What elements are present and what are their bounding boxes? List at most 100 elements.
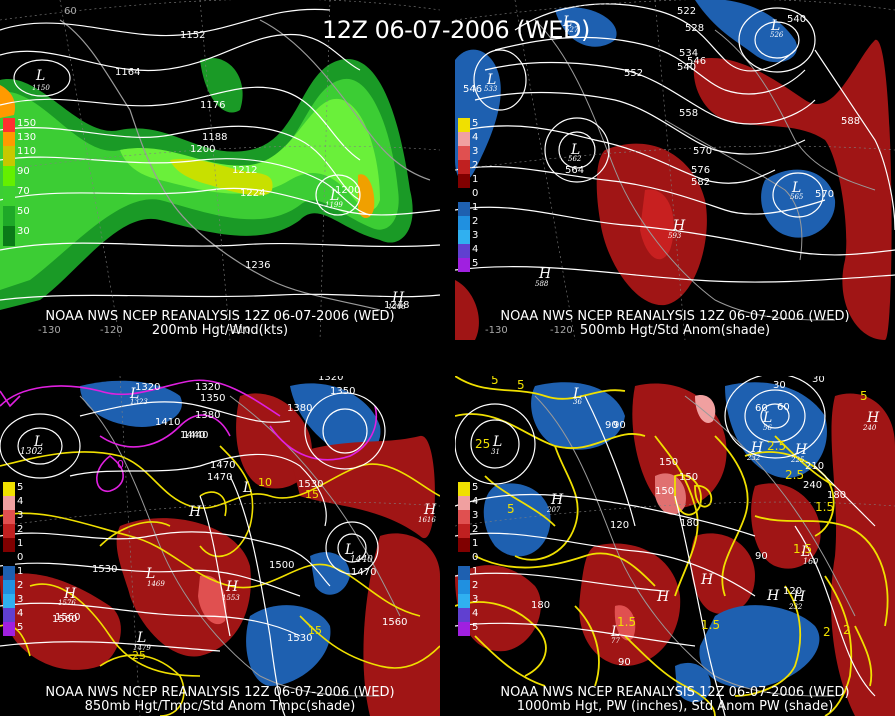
legend-swatch: 90 — [3, 166, 30, 186]
contour-label: 528 — [685, 23, 704, 34]
contour-label: 1236 — [245, 260, 270, 271]
high-value: 588 — [535, 280, 549, 288]
contour-label: 180 — [827, 490, 846, 501]
contour-label: 1380 — [195, 410, 220, 421]
low-marker: L — [562, 14, 572, 30]
pw-label: 5 — [517, 378, 525, 392]
legend-swatch: 150 — [3, 118, 36, 132]
panel-caption-source: NOAA NWS NCEP REANALYSIS 12Z 06-07-2006 … — [500, 685, 850, 700]
pw-label: 1.5 — [793, 542, 812, 556]
low-marker: L — [35, 68, 45, 84]
contour-label: 552 — [624, 68, 643, 79]
pw-label: 2.5 — [785, 468, 804, 482]
contour-label: 1350 — [330, 386, 355, 397]
low-value: 533 — [484, 85, 498, 93]
panel-caption-source: NOAA NWS NCEP REANALYSIS 12Z 06-07-2006 … — [45, 309, 395, 324]
low-marker: L — [610, 624, 620, 640]
high-value: 1248 — [388, 303, 406, 311]
high-marker: H — [63, 586, 77, 602]
low-value: 1469 — [147, 580, 165, 588]
contour-label: 90 — [605, 420, 618, 431]
contour-label: 1200 — [190, 144, 215, 155]
low-marker: L — [486, 72, 496, 88]
contour-label: 1320 — [318, 376, 343, 383]
contour-label: 522 — [677, 6, 696, 17]
contour-label: 180 — [531, 600, 550, 611]
panel-caption-source: NOAA NWS NCEP REANALYSIS 12Z 06-07-2006 … — [45, 685, 395, 700]
high-marker: H — [538, 266, 552, 282]
high-marker: H — [656, 589, 670, 605]
panel-caption-source: NOAA NWS NCEP REANALYSIS 12Z 06-07-2006 … — [500, 309, 850, 324]
temp-label: 10 — [258, 476, 272, 489]
low-value: 1440 — [350, 555, 373, 565]
contour-label: 1152 — [180, 30, 205, 41]
panel-caption-field: 850mb Hgt/Tmpc/Std Anom Tmpc(shade) — [84, 699, 356, 714]
map-200mb: 1152 1164 1176 1188 1200 1212 1224 1236 … — [0, 0, 440, 340]
high-value: 225 — [790, 456, 805, 464]
low-marker: L — [770, 18, 780, 34]
contour-label: 1248 — [384, 300, 409, 311]
low-marker: L — [129, 386, 139, 402]
low-value: 160 — [803, 557, 818, 566]
contour-label: 1500 — [269, 560, 294, 571]
high-marker: H — [672, 218, 686, 234]
contour-label: 30 — [773, 380, 786, 391]
contour-label: 1212 — [232, 165, 257, 176]
contour-label: 570 — [815, 189, 834, 200]
low-marker: L — [800, 544, 810, 560]
contour-label: 558 — [679, 108, 698, 119]
low-value: 56 — [763, 424, 772, 432]
high-marker: H — [188, 504, 202, 520]
high-marker: H — [700, 572, 714, 588]
low-value: 1479 — [133, 644, 151, 652]
contour-label: 546 — [463, 84, 482, 95]
contour-label: 1188 — [202, 132, 227, 143]
lat-label: 60 — [64, 6, 77, 17]
legend-1000mb: 5 4 3 2 1 0 1 2 3 4 5 — [458, 482, 478, 636]
lon-label: -130 — [485, 325, 508, 336]
contour-label: 60 — [755, 403, 768, 414]
contour-label: 210 — [805, 461, 824, 472]
low-value: 31 — [491, 448, 500, 456]
low-marker: L — [570, 142, 580, 158]
temp-label: 0 — [117, 458, 124, 471]
legend-swatch: 70 — [3, 186, 30, 206]
contour-label: 1440 — [180, 430, 205, 441]
high-value: 593 — [668, 232, 682, 240]
contour-label: 570 — [693, 146, 712, 157]
high-marker: H — [794, 442, 808, 458]
high-marker: H — [391, 290, 405, 306]
low-value: 565 — [790, 193, 804, 201]
contour-label: 30 — [812, 376, 825, 385]
map-1000mb: 90 60 30 120 150 180 210 240 150 180 120… — [455, 376, 895, 716]
panel-500mb: 522 528 534 540 546 552 558 564 570 576 … — [455, 0, 895, 340]
panel-caption-field: 200mb Hgt/Wnd(kts) — [151, 323, 289, 338]
contour-label: 150 — [659, 457, 678, 468]
low-marker: L — [136, 630, 146, 646]
contour-label: 1320 — [195, 382, 220, 393]
high-marker: H — [766, 588, 780, 604]
high-marker: H — [423, 502, 437, 518]
high-marker: H — [225, 579, 239, 595]
low-marker: L — [572, 386, 582, 402]
high-marker: H — [792, 589, 806, 605]
lon-label: -110 — [228, 325, 251, 336]
high-marker: H — [750, 440, 764, 456]
low-marker: L — [33, 434, 43, 450]
contour-label: 540 — [787, 14, 806, 25]
low-value: 1323 — [130, 398, 148, 406]
pw-label: 25 — [475, 437, 490, 451]
contour-label: 240 — [803, 480, 822, 491]
low-value: 1150 — [32, 84, 50, 92]
legend-swatch: 50 — [3, 206, 30, 226]
low-value: 36 — [573, 398, 582, 406]
panel-caption-field: 500mb Hgt/Std Anom(shade) — [579, 323, 771, 338]
contour-label: 1380 — [287, 403, 312, 414]
contour-label: 1530 — [287, 633, 312, 644]
contour-label: 564 — [565, 165, 584, 176]
contour-label: 1200 — [335, 185, 360, 196]
pw-label: 1.5 — [617, 615, 636, 629]
high-value: 1553 — [222, 594, 240, 602]
low-marker: L — [329, 188, 339, 204]
contour-label: 1470 — [351, 567, 376, 578]
